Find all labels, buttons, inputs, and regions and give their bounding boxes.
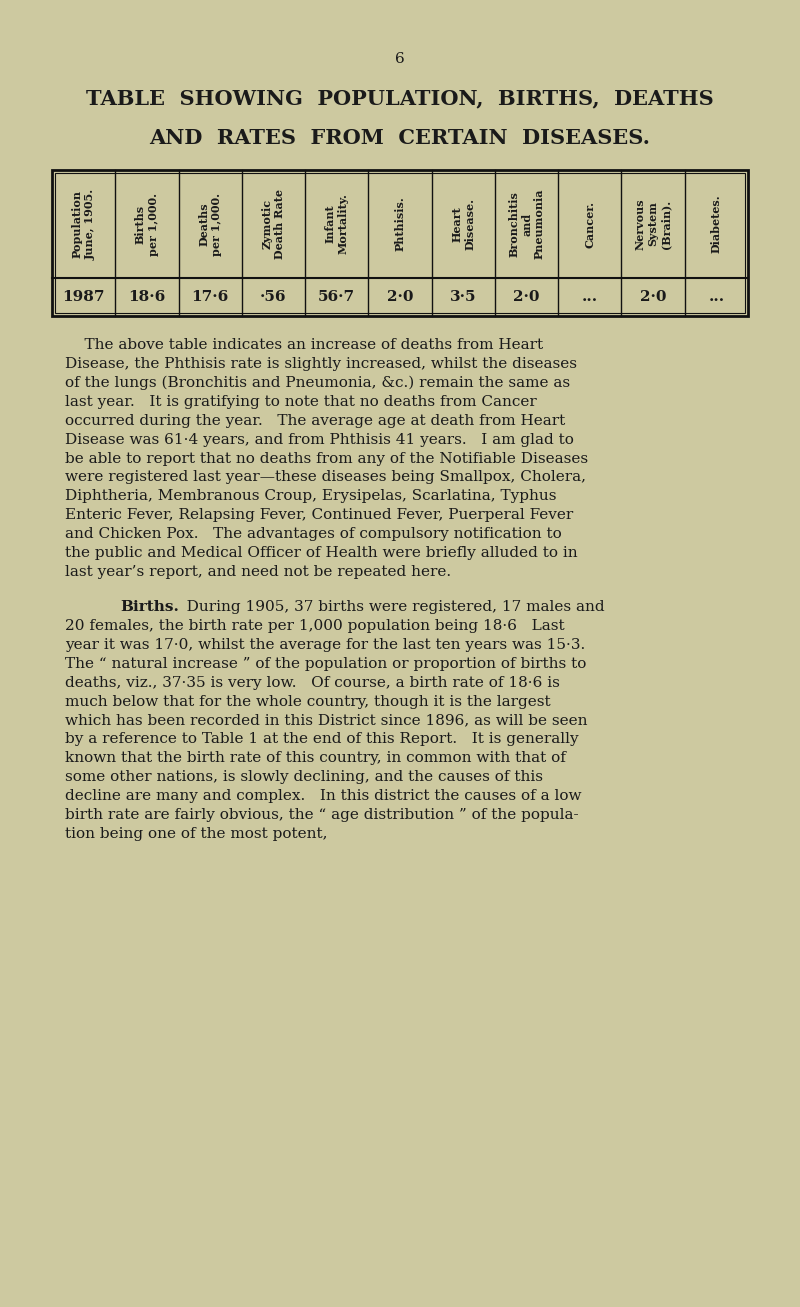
Text: Nervous
System
(Brain).: Nervous System (Brain). [634,199,671,250]
Text: Population
June, 1905.: Population June, 1905. [72,188,95,260]
Text: year it was 17·0, whilst the average for the last ten years was 15·3.: year it was 17·0, whilst the average for… [65,638,586,652]
Text: 2·0: 2·0 [640,290,666,305]
Text: TABLE  SHOWING  POPULATION,  BIRTHS,  DEATHS: TABLE SHOWING POPULATION, BIRTHS, DEATHS [86,88,714,108]
Text: Disease, the Phthisis rate is slightly increased, whilst the diseases: Disease, the Phthisis rate is slightly i… [65,357,577,371]
Bar [52,170,748,316]
Text: occurred during the year.   The average age at death from Heart: occurred during the year. The average ag… [65,414,566,427]
Text: 56·7: 56·7 [318,290,355,305]
Text: Diphtheria, Membranous Croup, Erysipelas, Scarlatina, Typhus: Diphtheria, Membranous Croup, Erysipelas… [65,489,557,503]
Text: The “ natural increase ” of the population or proportion of births to: The “ natural increase ” of the populati… [65,657,586,670]
Text: ...: ... [708,290,725,305]
Text: the public and Medical Officer of Health were briefly alluded to in: the public and Medical Officer of Health… [65,546,578,561]
Text: much below that for the whole country, though it is the largest: much below that for the whole country, t… [65,694,550,708]
Text: known that the birth rate of this country, in common with that of: known that the birth rate of this countr… [65,752,566,766]
Text: Births.: Births. [120,600,179,614]
Text: The above table indicates an increase of deaths from Heart: The above table indicates an increase of… [65,339,543,352]
Text: 2·0: 2·0 [386,290,414,305]
Text: 3·5: 3·5 [450,290,477,305]
Text: decline are many and complex.   In this district the causes of a low: decline are many and complex. In this di… [65,789,582,804]
Text: During 1905, 37 births were registered, 17 males and: During 1905, 37 births were registered, … [172,600,604,614]
Text: Zymotic
Death Rate: Zymotic Death Rate [262,190,286,259]
Text: last year.   It is gratifying to note that no deaths from Cancer: last year. It is gratifying to note that… [65,395,537,409]
Text: 18·6: 18·6 [128,290,166,305]
Text: Heart
Disease.: Heart Disease. [451,197,475,250]
Text: ...: ... [582,290,598,305]
Text: Infant
Mortality.: Infant Mortality. [325,193,349,255]
Text: Births
per 1,000.: Births per 1,000. [135,192,159,255]
Text: of the lungs (Bronchitis and Pneumonia, &c.) remain the same as: of the lungs (Bronchitis and Pneumonia, … [65,376,570,391]
Text: which has been recorded in this District since 1896, as will be seen: which has been recorded in this District… [65,714,587,728]
Text: birth rate are fairly obvious, the “ age distribution ” of the popula-: birth rate are fairly obvious, the “ age… [65,808,578,822]
Bar [55,173,745,312]
Text: Diabetes.: Diabetes. [711,195,722,254]
Text: AND  RATES  FROM  CERTAIN  DISEASES.: AND RATES FROM CERTAIN DISEASES. [150,128,650,148]
Text: Disease was 61·4 years, and from Phthisis 41 years.   I am glad to: Disease was 61·4 years, and from Phthisi… [65,433,574,447]
Text: were registered last year—these diseases being Smallpox, Cholera,: were registered last year—these diseases… [65,471,586,485]
Text: and Chicken Pox.   The advantages of compulsory notification to: and Chicken Pox. The advantages of compu… [65,527,562,541]
Text: 1987: 1987 [62,290,105,305]
Text: deaths, viz., 37·35 is very low.   Of course, a birth rate of 18·6 is: deaths, viz., 37·35 is very low. Of cour… [65,676,560,690]
Text: some other nations, is slowly declining, and the causes of this: some other nations, is slowly declining,… [65,770,543,784]
Text: 17·6: 17·6 [191,290,229,305]
Text: tion being one of the most potent,: tion being one of the most potent, [65,827,327,842]
Text: ·56: ·56 [260,290,286,305]
Text: 2·0: 2·0 [514,290,540,305]
Text: 6: 6 [395,52,405,65]
Text: Bronchitis
and
Pneumonia: Bronchitis and Pneumonia [508,188,545,259]
Text: 20 females, the birth rate per 1,000 population being 18·6   Last: 20 females, the birth rate per 1,000 pop… [65,620,565,633]
Text: Cancer.: Cancer. [584,200,595,247]
Text: Enteric Fever, Relapsing Fever, Continued Fever, Puerperal Fever: Enteric Fever, Relapsing Fever, Continue… [65,508,574,523]
Text: Deaths
per 1,000.: Deaths per 1,000. [198,192,222,255]
Text: Phthisis.: Phthisis. [394,196,406,251]
Text: by a reference to Table 1 at the end of this Report.   It is generally: by a reference to Table 1 at the end of … [65,732,578,746]
Text: last year’s report, and need not be repeated here.: last year’s report, and need not be repe… [65,565,451,579]
Text: be able to report that no deaths from any of the Notifiable Diseases: be able to report that no deaths from an… [65,451,588,465]
